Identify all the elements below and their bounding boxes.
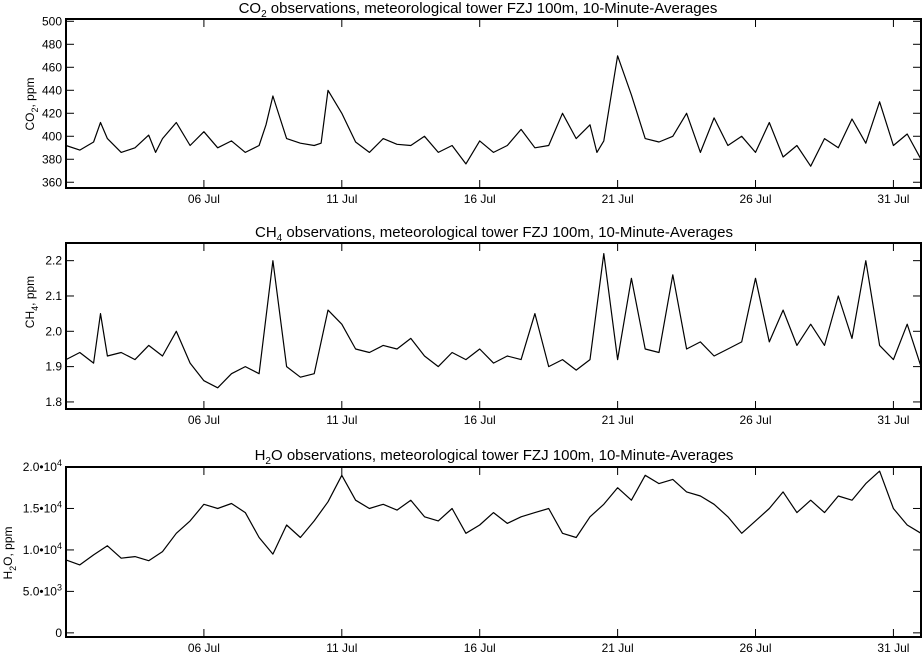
co2-title-main: CO [239,0,262,17]
co2-y-tick-label: 360 [42,175,62,189]
ch4-y-ticks: 1.8 1.9 2.0 2.1 2.2 [45,254,921,409]
co2-y-tick-label: 460 [42,60,62,74]
ch4-ylabel-sub: 4 [30,306,40,311]
h2o-x-tick-label: 16 Jul [464,641,496,654]
h2o-ylabel-sub: 2 [8,566,18,571]
ch4-y-tick-label: 2.2 [45,254,62,268]
h2o-y-tick-mantissa: 1.0•10 [23,543,58,557]
co2-title-sub: 2 [261,9,267,20]
ch4-x-tick-label: 26 Jul [740,413,772,427]
ch4-x-ticks: 06 Jul 11 Jul 16 Jul 21 Jul 26 Jul 31 Jul [188,243,909,427]
co2-y-axis-label: CO2, ppm [23,77,40,130]
ch4-series [65,253,922,389]
co2-x-tick-label: 16 Jul [464,192,496,206]
co2-x-tick-label: 26 Jul [740,192,772,206]
ch4-title-sub: 4 [277,233,283,244]
co2-series [65,55,922,167]
h2o-series [65,470,922,566]
h2o-title-main: H [255,447,266,464]
co2-ylabel-main: CO [23,113,37,131]
h2o-y-tick-exponent: 3 [57,582,62,592]
h2o-series-line [65,470,922,566]
co2-series-line [65,55,922,167]
co2-x-tick-label: 06 Jul [188,192,220,206]
ch4-title-rest: observations, meteorological tower FZJ 1… [282,224,733,241]
ch4-ylabel-main: CH [23,311,37,328]
co2-x-tick-label: 31 Jul [877,192,909,206]
ch4-y-axis-label: CH4, ppm [23,276,40,328]
ch4-x-tick-label: 06 Jul [188,413,220,427]
h2o-y-tick-exponent: 4 [57,499,62,509]
h2o-ylabel-main: H [1,571,15,580]
h2o-y-tick-label: 2.0•104 [23,458,62,474]
ch4-panel-title: CH4 observations, meteorological tower F… [255,224,733,244]
ch4-y-tick-label: 1.9 [45,360,62,374]
h2o-panel-title: H2O observations, meteorological tower F… [255,447,734,467]
co2-ylabel-sub: 2 [30,108,40,113]
ch4-x-tick-label: 21 Jul [602,413,634,427]
ch4-title-main: CH [255,224,277,241]
co2-plot-frame [65,18,922,189]
co2-y-tick-label: 400 [42,129,62,143]
ch4-ylabel-rest: , ppm [23,276,37,306]
h2o-y-tick-label: 1.0•104 [23,541,62,557]
h2o-y-axis-label: H2O, ppm [1,526,18,579]
ch4-series-line [65,253,922,389]
co2-ylabel-rest: , ppm [23,77,37,107]
ch4-y-tick-label: 1.8 [45,395,62,409]
h2o-ylabel-rest: O, ppm [1,526,15,565]
h2o-y-tick-exponent: 4 [57,541,62,551]
h2o-plot-frame [65,466,922,638]
h2o-title-rest: O observations, meteorological tower FZJ… [271,447,733,464]
ch4-y-tick-label: 2.0 [45,324,62,338]
h2o-y-tick-label: 0 [55,626,62,640]
h2o-y-tick-mantissa: 1.5•10 [23,501,58,515]
co2-y-tick-label: 480 [42,37,62,51]
h2o-x-tick-label: 06 Jul [188,641,220,654]
co2-x-ticks: 06 Jul 11 Jul 16 Jul 21 Jul 26 Jul 31 Jul [188,19,909,206]
h2o-x-tick-label: 21 Jul [602,641,634,654]
h2o-x-tick-label: 31 Jul [877,641,909,654]
h2o-y-tick-mantissa: 5.0•10 [23,584,58,598]
ch4-panel: CH4 observations, meteorological tower F… [23,224,922,427]
h2o-y-tick-exponent: 4 [57,458,62,468]
co2-y-ticks: 360 380 400 420 440 460 480 500 [42,14,921,189]
ch4-x-tick-label: 31 Jul [877,413,909,427]
co2-y-tick-label: 500 [42,14,62,28]
h2o-y-tick-mantissa: 2.0•10 [23,460,58,474]
co2-x-tick-label: 11 Jul [326,192,357,206]
co2-panel: CO2 observations, meteorological tower F… [23,0,922,206]
co2-x-tick-label: 21 Jul [602,192,634,206]
co2-y-tick-label: 420 [42,106,62,120]
ch4-x-tick-label: 11 Jul [326,413,357,427]
co2-y-tick-label: 380 [42,152,62,166]
co2-y-tick-label: 440 [42,83,62,97]
h2o-panel: H2O observations, meteorological tower F… [1,447,922,654]
ch4-plot-frame [65,242,922,410]
h2o-y-tick-label: 1.5•104 [23,499,62,515]
ch4-x-tick-label: 16 Jul [464,413,496,427]
ch4-y-tick-label: 2.1 [45,289,62,303]
h2o-x-ticks: 06 Jul 11 Jul 16 Jul 21 Jul 26 Jul 31 Jul [188,467,909,654]
h2o-x-tick-label: 11 Jul [326,641,357,654]
h2o-y-tick-mantissa: 0 [55,626,62,640]
h2o-x-tick-label: 26 Jul [740,641,772,654]
co2-title-rest: observations, meteorological tower FZJ 1… [267,0,718,17]
h2o-title-sub: 2 [265,456,271,467]
co2-panel-title: CO2 observations, meteorological tower F… [239,0,718,20]
h2o-y-tick-label: 5.0•103 [23,582,62,598]
